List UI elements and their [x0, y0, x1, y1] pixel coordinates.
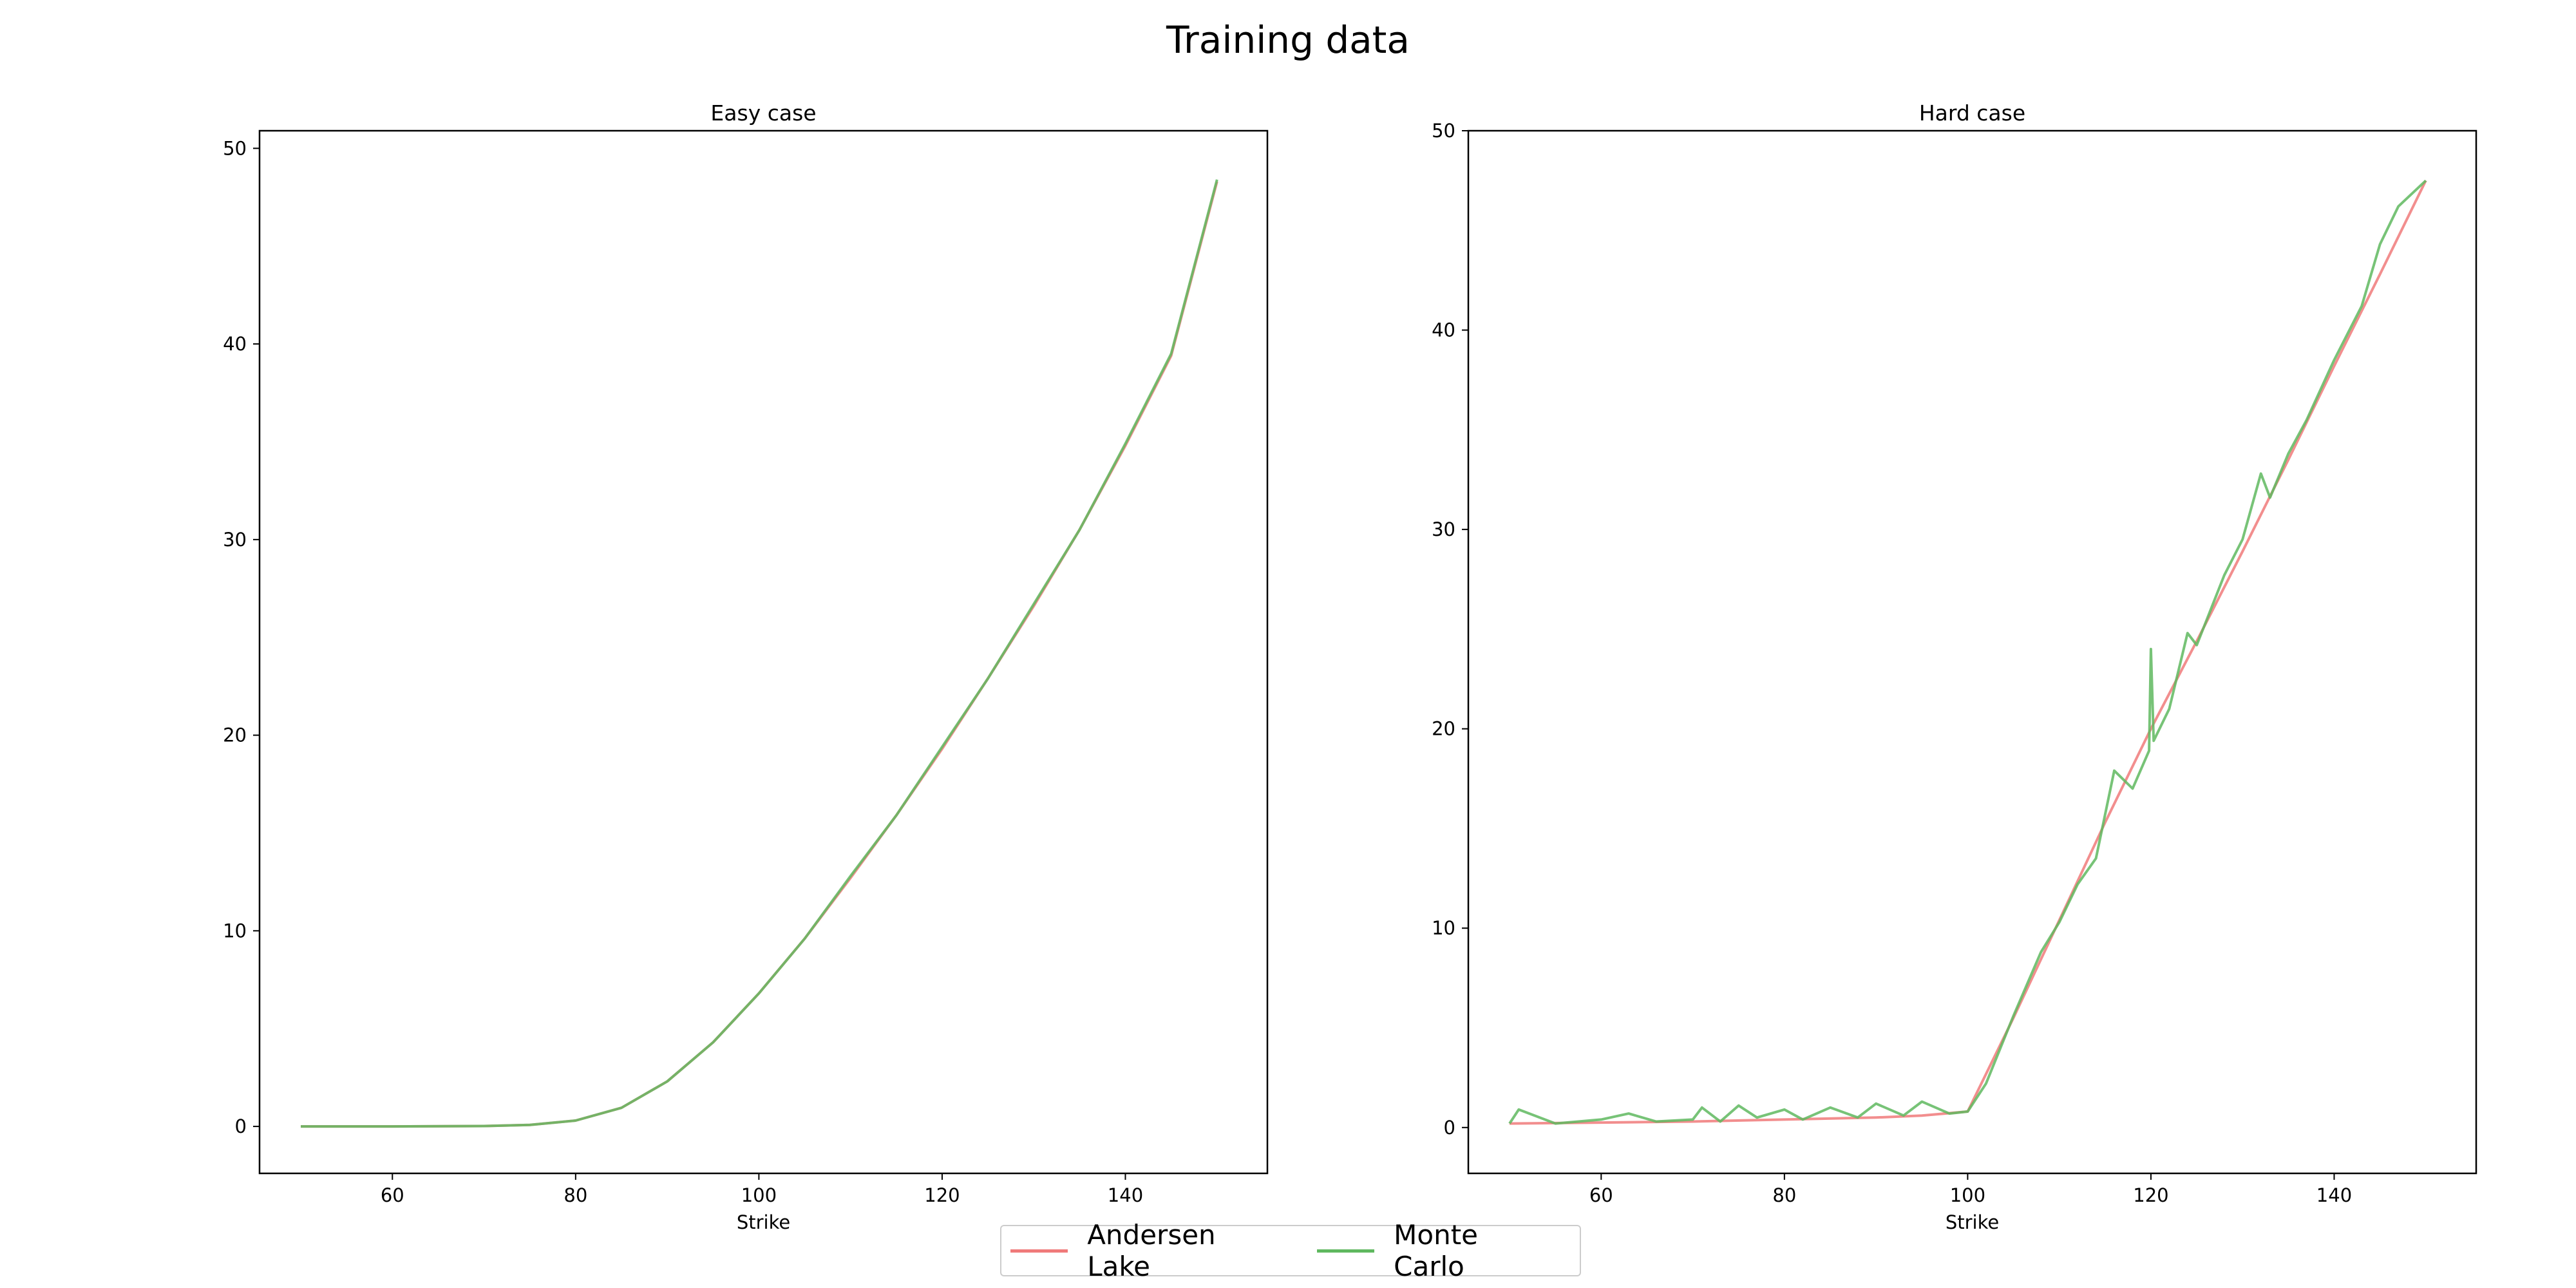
- y-tick-label: 0: [235, 1115, 247, 1137]
- x-tick-label: 140: [1108, 1184, 1143, 1206]
- series-line-andersen-lake: [1509, 180, 2427, 1125]
- legend-item-andersen-lake: Andersen Lake: [1010, 1219, 1277, 1282]
- x-tick-label: 120: [2133, 1184, 2168, 1206]
- y-tick-label: 50: [1432, 120, 1455, 142]
- x-tick-label: 100: [1950, 1184, 1985, 1206]
- series-line-monte-carlo: [1508, 179, 2427, 1125]
- panel-title: Hard case: [1919, 100, 2025, 126]
- panel-title: Easy case: [710, 100, 816, 126]
- x-tick-label: 60: [1589, 1184, 1613, 1206]
- legend-label: Andersen Lake: [1087, 1219, 1216, 1282]
- y-tick-label: 50: [223, 137, 247, 159]
- axes-frame: [258, 129, 1269, 1175]
- axes-frame: [1467, 129, 2477, 1175]
- legend-label: Monte Carlo: [1394, 1219, 1479, 1282]
- legend-swatch-andersen-lake: [1010, 1249, 1068, 1253]
- y-tick-label: 20: [1432, 718, 1455, 740]
- x-tick-label: 140: [2316, 1184, 2352, 1206]
- y-tick-label: 20: [223, 724, 247, 746]
- easy-case-panel: Easy case Strike 60 80 100 120 140 0 10 20 30 40 50: [223, 100, 1269, 1233]
- y-tick-label: 10: [223, 920, 247, 942]
- legend: Andersen Lake Monte Carlo: [1000, 1219, 1581, 1282]
- y-tick-label: 40: [223, 333, 247, 355]
- x-tick-label: 60: [381, 1184, 404, 1206]
- x-tick-label: 100: [741, 1184, 777, 1206]
- legend-item-monte-carlo: Monte Carlo: [1317, 1219, 1549, 1282]
- series-line-andersen-lake: [301, 181, 1218, 1128]
- hard-case-panel: Hard case Strike 60 80 100 120 140 0 10 20 30 40 50: [1432, 100, 2477, 1233]
- legend-swatch-monte-carlo: [1317, 1249, 1375, 1253]
- y-tick-label: 30: [223, 529, 247, 551]
- series-line-monte-carlo: [301, 179, 1218, 1128]
- x-tick-label: 120: [924, 1184, 960, 1206]
- x-axis-label: Strike: [737, 1211, 790, 1233]
- y-tick-label: 0: [1444, 1117, 1455, 1139]
- x-tick-label: 80: [564, 1184, 587, 1206]
- figure-title: Training data: [1166, 18, 1410, 62]
- y-tick-label: 40: [1432, 319, 1455, 341]
- y-tick-label: 10: [1432, 917, 1455, 939]
- x-axis-label: Strike: [1946, 1211, 1999, 1233]
- y-tick-label: 30: [1432, 518, 1455, 540]
- x-tick-label: 80: [1772, 1184, 1796, 1206]
